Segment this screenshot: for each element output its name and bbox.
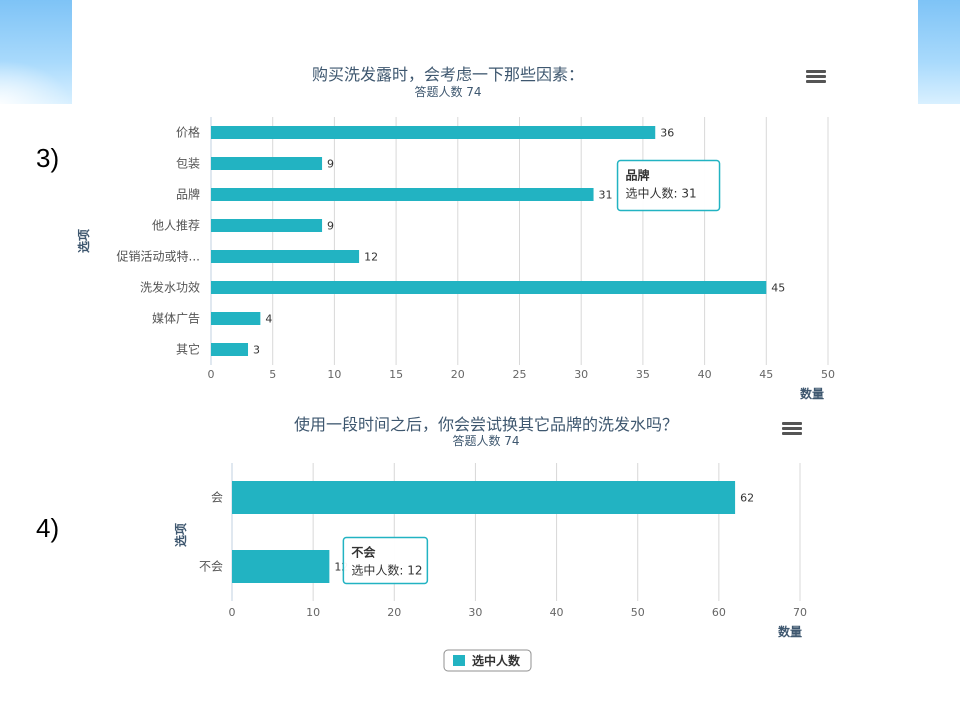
c1-menu-icon[interactable] bbox=[806, 80, 826, 83]
c1-x-tick-label: 20 bbox=[451, 368, 465, 381]
c1-bar[interactable] bbox=[211, 188, 594, 201]
c1-tooltip-title: 品牌 bbox=[626, 168, 650, 183]
c2-bar[interactable] bbox=[232, 550, 330, 583]
c1-bar[interactable] bbox=[211, 343, 249, 356]
c1-category-label: 价格 bbox=[176, 125, 200, 140]
decor-left-panel bbox=[0, 0, 72, 104]
c1-data-label: 31 bbox=[599, 189, 613, 202]
c1-y-axis-title: 选项 bbox=[76, 229, 91, 253]
c2-category-label: 不会 bbox=[199, 560, 223, 574]
c1-data-label: 45 bbox=[771, 282, 785, 295]
c1-data-label: 3 bbox=[253, 344, 260, 357]
c2-legend-label[interactable]: 选中人数 bbox=[472, 653, 521, 668]
c2-x-tick-label: 10 bbox=[306, 606, 320, 619]
c1-x-tick-label: 5 bbox=[269, 368, 276, 381]
c2-y-axis-title: 选项 bbox=[173, 523, 188, 547]
c1-category-label: 其它 bbox=[176, 342, 200, 357]
c1-x-tick-label: 15 bbox=[389, 368, 403, 381]
c1-x-axis-title: 数量 bbox=[800, 386, 824, 401]
slide-label-3: 3) bbox=[36, 143, 60, 173]
c2-legend-swatch[interactable] bbox=[453, 655, 465, 666]
c1-data-label: 4 bbox=[265, 313, 272, 326]
c1-bar[interactable] bbox=[211, 312, 261, 325]
c2-x-tick-label: 50 bbox=[631, 606, 645, 619]
c1-data-label: 9 bbox=[327, 220, 334, 233]
c2-tooltip bbox=[342, 536, 429, 585]
c1-category-label: 媒体广告 bbox=[152, 312, 200, 326]
c2-x-tick-label: 20 bbox=[387, 606, 401, 619]
c1-x-tick-label: 45 bbox=[759, 368, 773, 381]
c1-chart-subtitle: 答题人数 74 bbox=[414, 84, 481, 99]
c2-x-axis-title: 数量 bbox=[778, 624, 802, 639]
c1-category-label: 包装 bbox=[176, 157, 200, 171]
slide-label-4: 4) bbox=[36, 513, 60, 543]
c1-bar[interactable] bbox=[211, 126, 656, 139]
c1-x-tick-label: 50 bbox=[821, 368, 835, 381]
c2-chart-subtitle: 答题人数 74 bbox=[452, 433, 519, 448]
c1-x-tick-label: 25 bbox=[513, 368, 527, 381]
c2-x-tick-label: 70 bbox=[793, 606, 807, 619]
c1-bar[interactable] bbox=[211, 157, 323, 170]
c1-category-label: 品牌 bbox=[176, 188, 200, 202]
c1-data-label: 12 bbox=[364, 251, 378, 264]
c2-tooltip-title: 不会 bbox=[351, 545, 376, 560]
c2-x-tick-label: 60 bbox=[712, 606, 726, 619]
c1-bar[interactable] bbox=[211, 250, 360, 263]
c1-x-tick-label: 30 bbox=[574, 368, 588, 381]
c1-data-label: 9 bbox=[327, 158, 334, 171]
c1-category-label: 促销活动或特... bbox=[117, 249, 200, 264]
c1-chart-title: 购买洗发露时，会考虑一下那些因素： bbox=[312, 65, 584, 84]
c1-bar[interactable] bbox=[211, 281, 767, 294]
c1-x-tick-label: 40 bbox=[698, 368, 712, 381]
c2-x-tick-label: 40 bbox=[550, 606, 564, 619]
decor-right-panel bbox=[918, 0, 960, 104]
c1-menu-icon[interactable] bbox=[806, 70, 826, 73]
c1-tooltip bbox=[616, 159, 721, 212]
c2-data-label: 62 bbox=[740, 492, 754, 505]
c2-x-tick-label: 0 bbox=[229, 606, 236, 619]
c2-menu-icon[interactable] bbox=[782, 432, 802, 435]
c1-tooltip-text: 选中人数: 31 bbox=[626, 186, 697, 201]
c1-x-tick-label: 35 bbox=[636, 368, 650, 381]
c1-x-tick-label: 10 bbox=[327, 368, 341, 381]
c2-legend-box bbox=[443, 649, 532, 672]
c1-bar[interactable] bbox=[211, 219, 323, 232]
c1-data-label: 36 bbox=[660, 127, 674, 140]
c1-menu-icon[interactable] bbox=[806, 75, 826, 78]
c2-category-label: 会 bbox=[211, 491, 223, 505]
c2-menu-icon[interactable] bbox=[782, 422, 802, 425]
c2-menu-icon[interactable] bbox=[782, 427, 802, 430]
c2-tooltip-text: 选中人数: 12 bbox=[351, 563, 422, 578]
c2-x-tick-label: 30 bbox=[468, 606, 482, 619]
c2-bar[interactable] bbox=[232, 481, 736, 514]
c1-x-tick-label: 0 bbox=[208, 368, 215, 381]
c1-category-label: 洗发水功效 bbox=[140, 280, 200, 295]
c2-chart-title: 使用一段时间之后，你会尝试换其它品牌的洗发水吗？ bbox=[294, 415, 678, 434]
c1-category-label: 他人推荐 bbox=[152, 219, 200, 233]
